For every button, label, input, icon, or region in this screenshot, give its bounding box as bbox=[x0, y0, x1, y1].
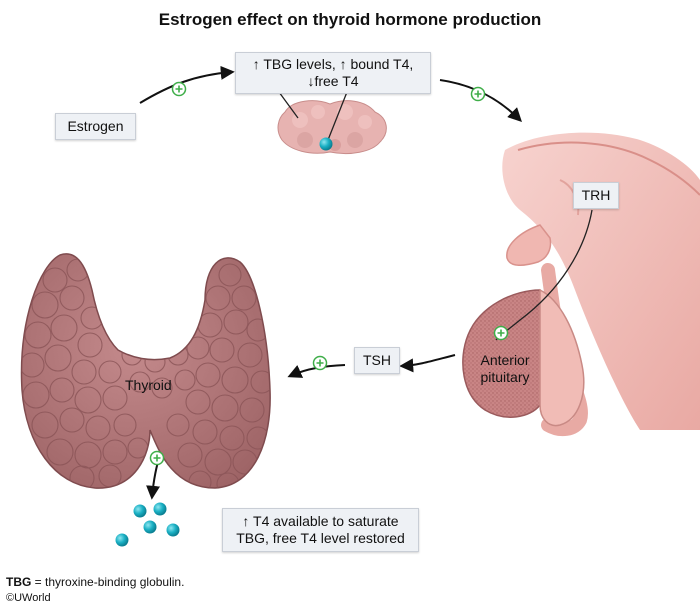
footnote-definition: = thyroxine-binding globulin. bbox=[31, 575, 185, 589]
result-line2: TBG, free T4 level restored bbox=[236, 530, 405, 546]
stimulation-plus-icons bbox=[149, 81, 509, 466]
t4-molecule bbox=[166, 523, 180, 537]
arrow-estrogen-to-tbg bbox=[139, 65, 235, 104]
arrow-pituitary-to-tsh bbox=[399, 354, 456, 373]
plus-icon bbox=[470, 86, 486, 102]
footnote-abbr: TBG bbox=[6, 575, 32, 589]
trh-box: TRH bbox=[573, 182, 619, 209]
pituitary-label-line2: pituitary bbox=[480, 369, 530, 385]
diagram-title: Estrogen effect on thyroid hormone produ… bbox=[158, 10, 542, 29]
tbg-protein-illustration bbox=[277, 100, 387, 155]
plus-icon bbox=[149, 450, 165, 466]
plus-icon bbox=[312, 355, 328, 371]
thyroid-gland-illustration bbox=[20, 253, 271, 489]
arrow-tbg-to-hypothalamus bbox=[439, 79, 522, 122]
estrogen-label: Estrogen bbox=[67, 118, 124, 134]
pituitary-label-line1: Anterior bbox=[480, 352, 530, 368]
thyroid-label: Thyroid bbox=[125, 377, 172, 393]
plus-icon bbox=[171, 81, 187, 97]
tbg-effect-line1: ↑ TBG levels, ↑ bound T4, bbox=[252, 56, 414, 72]
tsh-label: TSH bbox=[363, 352, 391, 368]
anterior-pituitary-label: Anterior pituitary bbox=[470, 352, 540, 386]
pituitary-illustration bbox=[462, 263, 588, 437]
trh-label: TRH bbox=[581, 187, 611, 203]
estrogen-box: Estrogen bbox=[55, 113, 136, 140]
bound-t4-molecule bbox=[319, 137, 333, 151]
result-line1: ↑ T4 available to saturate bbox=[242, 513, 399, 529]
footnote: TBG = thyroxine-binding globulin. bbox=[6, 575, 184, 589]
t4-molecule bbox=[115, 533, 129, 547]
plus-icon bbox=[493, 325, 509, 341]
tbg-effect-line2: ↓free T4 bbox=[307, 73, 359, 89]
free-t4-molecules bbox=[115, 502, 180, 547]
tsh-box: TSH bbox=[354, 347, 400, 374]
tbg-callout-line-right bbox=[327, 91, 348, 141]
tbg-effect-box: ↑ TBG levels, ↑ bound T4, ↓free T4 bbox=[235, 52, 431, 94]
t4-molecule bbox=[133, 504, 147, 518]
t4-molecule bbox=[143, 520, 157, 534]
result-box: ↑ T4 available to saturate TBG, free T4 … bbox=[222, 508, 419, 552]
t4-molecule bbox=[153, 502, 167, 516]
copyright: ©UWorld bbox=[6, 592, 51, 604]
